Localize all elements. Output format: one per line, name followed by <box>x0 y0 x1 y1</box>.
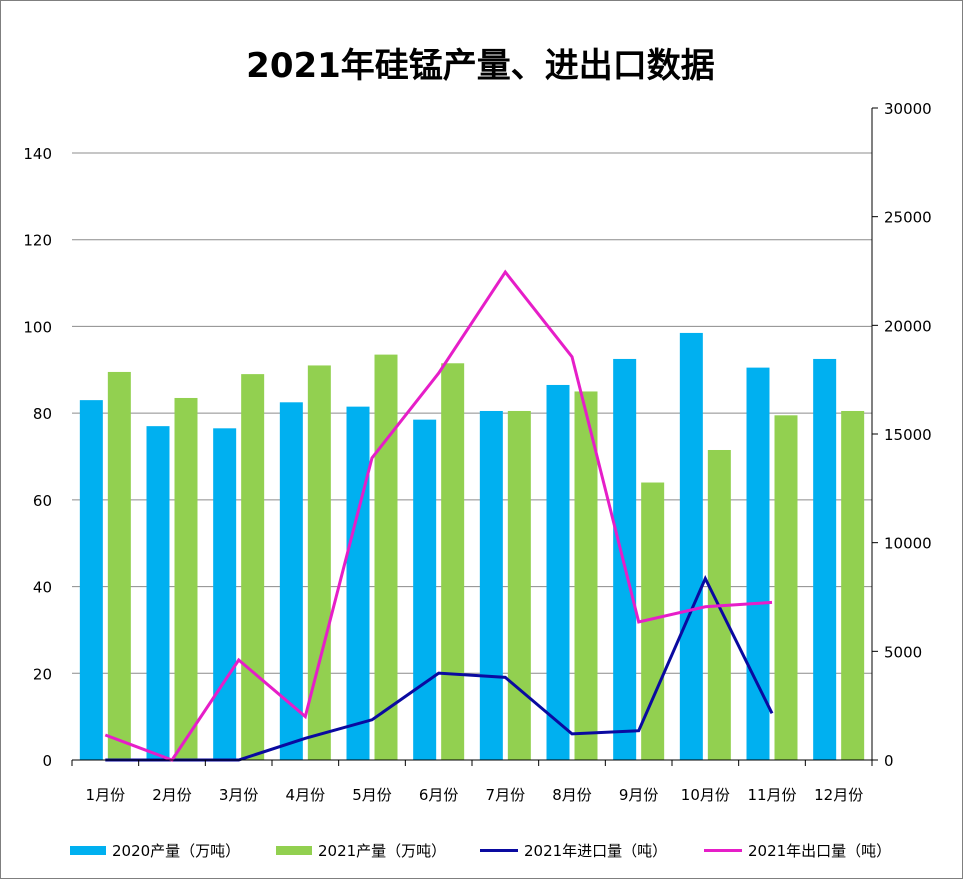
y-left-tick-label: 140 <box>23 145 52 163</box>
bar-2020-10 <box>679 332 703 760</box>
y-right-tick-label: 10000 <box>884 535 932 553</box>
x-tick-label: 2月份 <box>152 786 192 804</box>
x-tick-label: 4月份 <box>286 786 326 804</box>
legend-item-2020-production: 2020产量（万吨） <box>70 838 240 862</box>
bar-2021-4 <box>307 365 331 760</box>
legend-swatch-2021 <box>276 845 312 855</box>
x-tick-label: 9月份 <box>619 786 659 804</box>
legend-item-2021-production: 2021产量（万吨） <box>276 838 446 862</box>
y-left-tick-label: 120 <box>23 232 52 250</box>
bar-2020-2 <box>146 426 170 760</box>
bar-2021-2 <box>174 397 198 760</box>
y-left-tick-label: 80 <box>33 405 52 423</box>
chart-title: 2021年硅锰产量、进出口数据 <box>246 46 715 86</box>
bar-2020-11 <box>746 367 770 760</box>
bar-2021-7 <box>507 410 531 760</box>
bars <box>79 332 865 760</box>
bar-2020-3 <box>213 428 237 760</box>
x-tick-label: 5月份 <box>352 786 392 804</box>
legend-swatch-export <box>704 848 742 852</box>
bar-2021-11 <box>774 415 798 760</box>
y-left-tick-label: 20 <box>33 665 52 683</box>
bar-2020-6 <box>413 419 437 760</box>
legend-label-2020: 2020产量（万吨） <box>112 841 241 860</box>
bar-2020-8 <box>546 384 570 760</box>
bar-2020-9 <box>613 358 637 760</box>
x-tick-label: 1月份 <box>86 786 126 804</box>
x-tick-label: 10月份 <box>681 786 730 804</box>
legend-item-2021-export: 2021年出口量（吨） <box>704 838 891 862</box>
x-tick-label: 3月份 <box>219 786 259 804</box>
bar-2020-1 <box>79 400 103 760</box>
bar-2020-4 <box>279 402 303 760</box>
bar-2021-12 <box>841 410 865 760</box>
gridlines <box>72 152 872 674</box>
bar-2020-5 <box>346 406 370 760</box>
y-right-tick-label: 20000 <box>884 317 932 335</box>
legend-label-2021: 2021产量（万吨） <box>318 841 447 860</box>
axes: 1月份 2月份 3月份 4月份 5月份 6月份 7月份 8月份 9月份 10月份 11月份 12月份 0… <box>23 100 931 804</box>
legend-swatch-2020 <box>70 845 106 855</box>
bar-2020-7 <box>479 410 503 760</box>
x-tick-label: 12月份 <box>814 786 863 804</box>
legend-label-import: 2021年进口量（吨） <box>524 841 668 860</box>
lines <box>104 269 774 762</box>
line-export-2021 <box>104 269 773 762</box>
bar-2021-1 <box>107 371 131 760</box>
y-right-tick-label: 30000 <box>884 100 932 118</box>
legend-label-export: 2021年出口量（吨） <box>748 841 892 860</box>
bar-2021-6 <box>441 363 465 760</box>
legend-item-2021-import: 2021年进口量（吨） <box>480 838 667 862</box>
bar-2021-9 <box>641 482 665 760</box>
y-right-tick-label: 15000 <box>884 426 932 444</box>
x-tick-label: 11月份 <box>747 786 796 804</box>
bar-2020-12 <box>813 358 837 760</box>
bar-2021-5 <box>374 354 398 760</box>
y-left-tick-label: 100 <box>23 318 52 336</box>
x-tick-label: 6月份 <box>419 786 459 804</box>
y-right-tick-label: 0 <box>884 752 894 770</box>
bar-2021-3 <box>241 374 265 760</box>
x-tick-label: 8月份 <box>552 786 592 804</box>
y-right-tick-label: 25000 <box>884 209 932 227</box>
y-left-tick-label: 60 <box>33 492 52 510</box>
y-left-tick-label: 0 <box>42 752 52 770</box>
legend-swatch-import <box>480 848 518 852</box>
line-import-2021 <box>105 574 774 762</box>
y-left-tick-label: 40 <box>33 579 52 597</box>
x-tick-label: 7月份 <box>486 786 526 804</box>
bar-2021-8 <box>574 391 598 760</box>
y-right-tick-label: 5000 <box>884 643 922 661</box>
